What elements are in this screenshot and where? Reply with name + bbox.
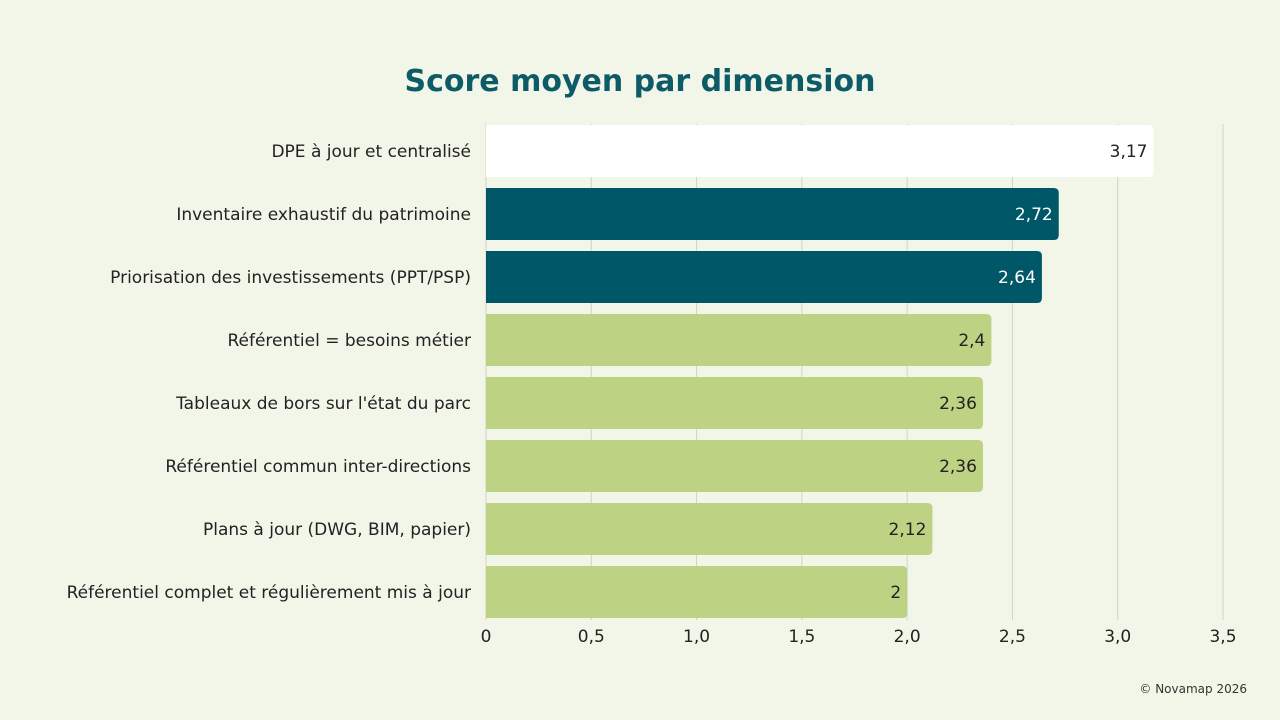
bar <box>486 314 992 366</box>
category-label: Référentiel commun inter-directions <box>165 457 471 477</box>
category-label: Tableaux de bors sur l'état du parc <box>175 394 471 414</box>
x-tick-label: 3,0 <box>1104 627 1131 647</box>
x-tick-label: 0 <box>481 627 492 647</box>
category-label: Inventaire exhaustif du patrimoine <box>176 205 471 225</box>
bar <box>486 188 1059 240</box>
category-label: Priorisation des investissements (PPT/PS… <box>110 268 471 288</box>
bar <box>486 440 983 492</box>
x-tick-label: 1,5 <box>788 627 815 647</box>
x-tick-label: 0,5 <box>578 627 605 647</box>
category-label: Plans à jour (DWG, BIM, papier) <box>203 520 471 540</box>
x-tick-label: 1,0 <box>683 627 710 647</box>
bar <box>486 251 1042 303</box>
bar <box>486 566 908 618</box>
bar-value-label: 2,36 <box>939 394 977 414</box>
bar-value-label: 2,36 <box>939 457 977 477</box>
x-tick-label: 2,5 <box>999 627 1026 647</box>
bar <box>486 377 983 429</box>
bar-value-label: 2,12 <box>889 520 927 540</box>
bars: 3,17 2,72 2,64 2,4 2,36 2,36 2,12 2 <box>486 125 1154 618</box>
bar-value-label: 2,64 <box>998 268 1036 288</box>
category-label: Référentiel = besoins métier <box>227 331 471 351</box>
bar-value-label: 2,72 <box>1015 205 1053 225</box>
bar-value-label: 2 <box>890 583 901 603</box>
bar-value-label: 2,4 <box>958 331 985 351</box>
copyright-footer: © Novamap 2026 <box>1139 682 1247 696</box>
category-label: DPE à jour et centralisé <box>271 142 471 162</box>
x-tick-label: 2,0 <box>894 627 921 647</box>
category-labels: DPE à jour et centralisé Inventaire exhau… <box>67 142 472 603</box>
x-tick-label: 3,5 <box>1209 627 1236 647</box>
bar-value-label: 3,17 <box>1110 142 1148 162</box>
bar <box>486 125 1154 177</box>
x-tick-labels: 0 0,5 1,0 1,5 2,0 2,5 3,0 3,5 <box>481 627 1237 647</box>
category-label: Référentiel complet et régulièrement mis… <box>67 583 471 603</box>
bar <box>486 503 933 555</box>
chart-title: Score moyen par dimension <box>404 64 876 99</box>
